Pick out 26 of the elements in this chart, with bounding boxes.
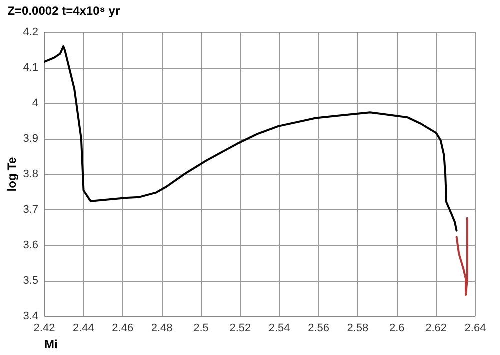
chart-title: Z=0.0002 t=4x10⁸ yr bbox=[8, 4, 120, 18]
y-tick-label: 3.7 bbox=[23, 204, 38, 216]
x-tick-label: 2.56 bbox=[308, 322, 330, 334]
line-series bbox=[456, 217, 468, 296]
y-tick-label: 3.5 bbox=[23, 275, 38, 287]
y-axis-title: log Te bbox=[5, 156, 20, 192]
x-tick-label: 2.58 bbox=[347, 322, 369, 334]
x-tick-label: 2.5 bbox=[194, 322, 209, 334]
y-tick-label: 3.8 bbox=[23, 168, 38, 180]
y-tick-label: 3.6 bbox=[23, 240, 38, 252]
x-tick-label: 2.52 bbox=[230, 322, 252, 334]
x-tick-label: 2.64 bbox=[464, 322, 486, 334]
x-tick-label: 2.54 bbox=[268, 322, 290, 334]
x-tick-label: 2.6 bbox=[389, 322, 405, 334]
x-tick-label: 2.48 bbox=[151, 322, 173, 334]
y-tick-label: 4.2 bbox=[23, 26, 38, 38]
x-tick-label: 2.44 bbox=[72, 322, 94, 334]
x-tick-label: 2.46 bbox=[112, 322, 134, 334]
y-tick-label: 4 bbox=[32, 98, 38, 110]
line-series bbox=[44, 46, 458, 232]
y-tick-label: 4.1 bbox=[23, 62, 38, 74]
y-tick-label: 3.9 bbox=[23, 133, 38, 145]
x-tick-label: 2.62 bbox=[426, 322, 448, 334]
x-tick-label: 2.42 bbox=[34, 322, 56, 334]
x-axis-title: Mi bbox=[44, 338, 58, 352]
y-tick-label: 3.4 bbox=[23, 310, 38, 322]
